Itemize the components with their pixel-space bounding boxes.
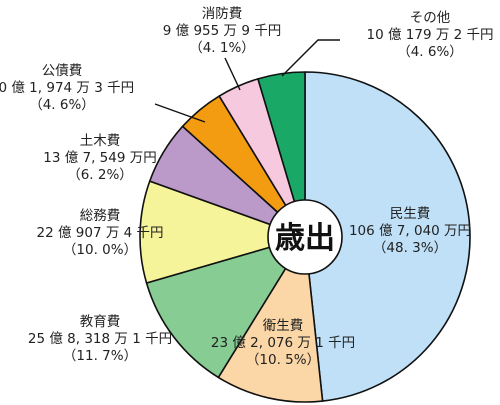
slice-label-7-name: その他 — [410, 10, 451, 26]
center-label: 歳出 — [275, 221, 335, 256]
slice-label-0-name: 民生費 — [390, 206, 431, 222]
slice-label-7-percent: （4. 6%） — [397, 44, 463, 60]
slice-label-2: 教育費 25 億 8, 318 万 1 千円（11. 7%） — [28, 314, 172, 364]
slice-label-0-amount: 106 億 7, 040 万円 — [349, 223, 471, 239]
slice-label-0: 民生費 106 億 7, 040 万円（48. 3%） — [349, 206, 471, 256]
slice-label-3: 総務費 22 億 907 万 4 千円（10. 0%） — [37, 208, 164, 258]
slice-label-5-name: 公債費 — [42, 63, 83, 79]
pie-slice-7 — [257, 71, 306, 238]
slice-label-7-amount: 10 億 179 万 2 千円 — [367, 27, 494, 43]
slice-label-6-percent: （4. 1%） — [189, 40, 255, 56]
slice-label-3-percent: （10. 0%） — [63, 242, 137, 258]
leader-lines — [154, 39, 340, 123]
slice-label-4-percent: （6. 2%） — [67, 167, 133, 183]
slice-label-7: その他 10 億 179 万 2 千円（4. 6%） — [367, 10, 494, 60]
slice-label-0-percent: （48. 3%） — [373, 240, 447, 256]
slice-label-2-amount: 25 億 8, 318 万 1 千円 — [28, 331, 172, 347]
slice-label-5: 公債費 10 億 1, 974 万 3 千円（4. 6%） — [0, 63, 134, 113]
slice-label-6: 消防費 9 億 955 万 9 千円（4. 1%） — [163, 6, 281, 56]
center-hole — [267, 199, 343, 275]
pie-slice-3 — [139, 180, 306, 284]
pie-slice-0 — [304, 71, 471, 402]
slice-label-5-amount: 10 億 1, 974 万 3 千円 — [0, 80, 134, 96]
slice-label-5-percent: （4. 6%） — [29, 97, 95, 113]
slice-label-6-amount: 9 億 955 万 9 千円 — [163, 23, 281, 39]
slice-label-1-name: 衛生費 — [263, 318, 304, 334]
slice-label-4: 土木費 13 億 7, 549 万円（6. 2%） — [43, 133, 157, 183]
pie-slices — [139, 71, 471, 403]
slice-label-1: 衛生費 23 億 2, 076 万 1 千円（10. 5%） — [211, 318, 355, 368]
slice-label-3-name: 総務費 — [80, 208, 121, 224]
leader-line-6 — [224, 57, 241, 91]
slice-label-1-amount: 23 億 2, 076 万 1 千円 — [211, 335, 355, 351]
leader-line-5 — [154, 103, 206, 123]
pie-slice-1 — [217, 236, 324, 403]
slice-label-2-name: 教育費 — [80, 314, 121, 330]
leader-line-7 — [281, 39, 340, 77]
slice-label-4-amount: 13 億 7, 549 万円 — [43, 150, 157, 166]
slice-label-1-percent: （10. 5%） — [246, 352, 320, 368]
slice-label-2-percent: （11. 7%） — [63, 348, 137, 364]
slice-label-4-name: 土木費 — [80, 133, 121, 149]
slice-labels: 民生費 106 億 7, 040 万円（48. 3%） 衛生費 23 億 2, 076… — [0, 6, 494, 368]
slice-label-3-amount: 22 億 907 万 4 千円 — [37, 225, 164, 241]
slice-label-6-name: 消防費 — [202, 6, 243, 22]
